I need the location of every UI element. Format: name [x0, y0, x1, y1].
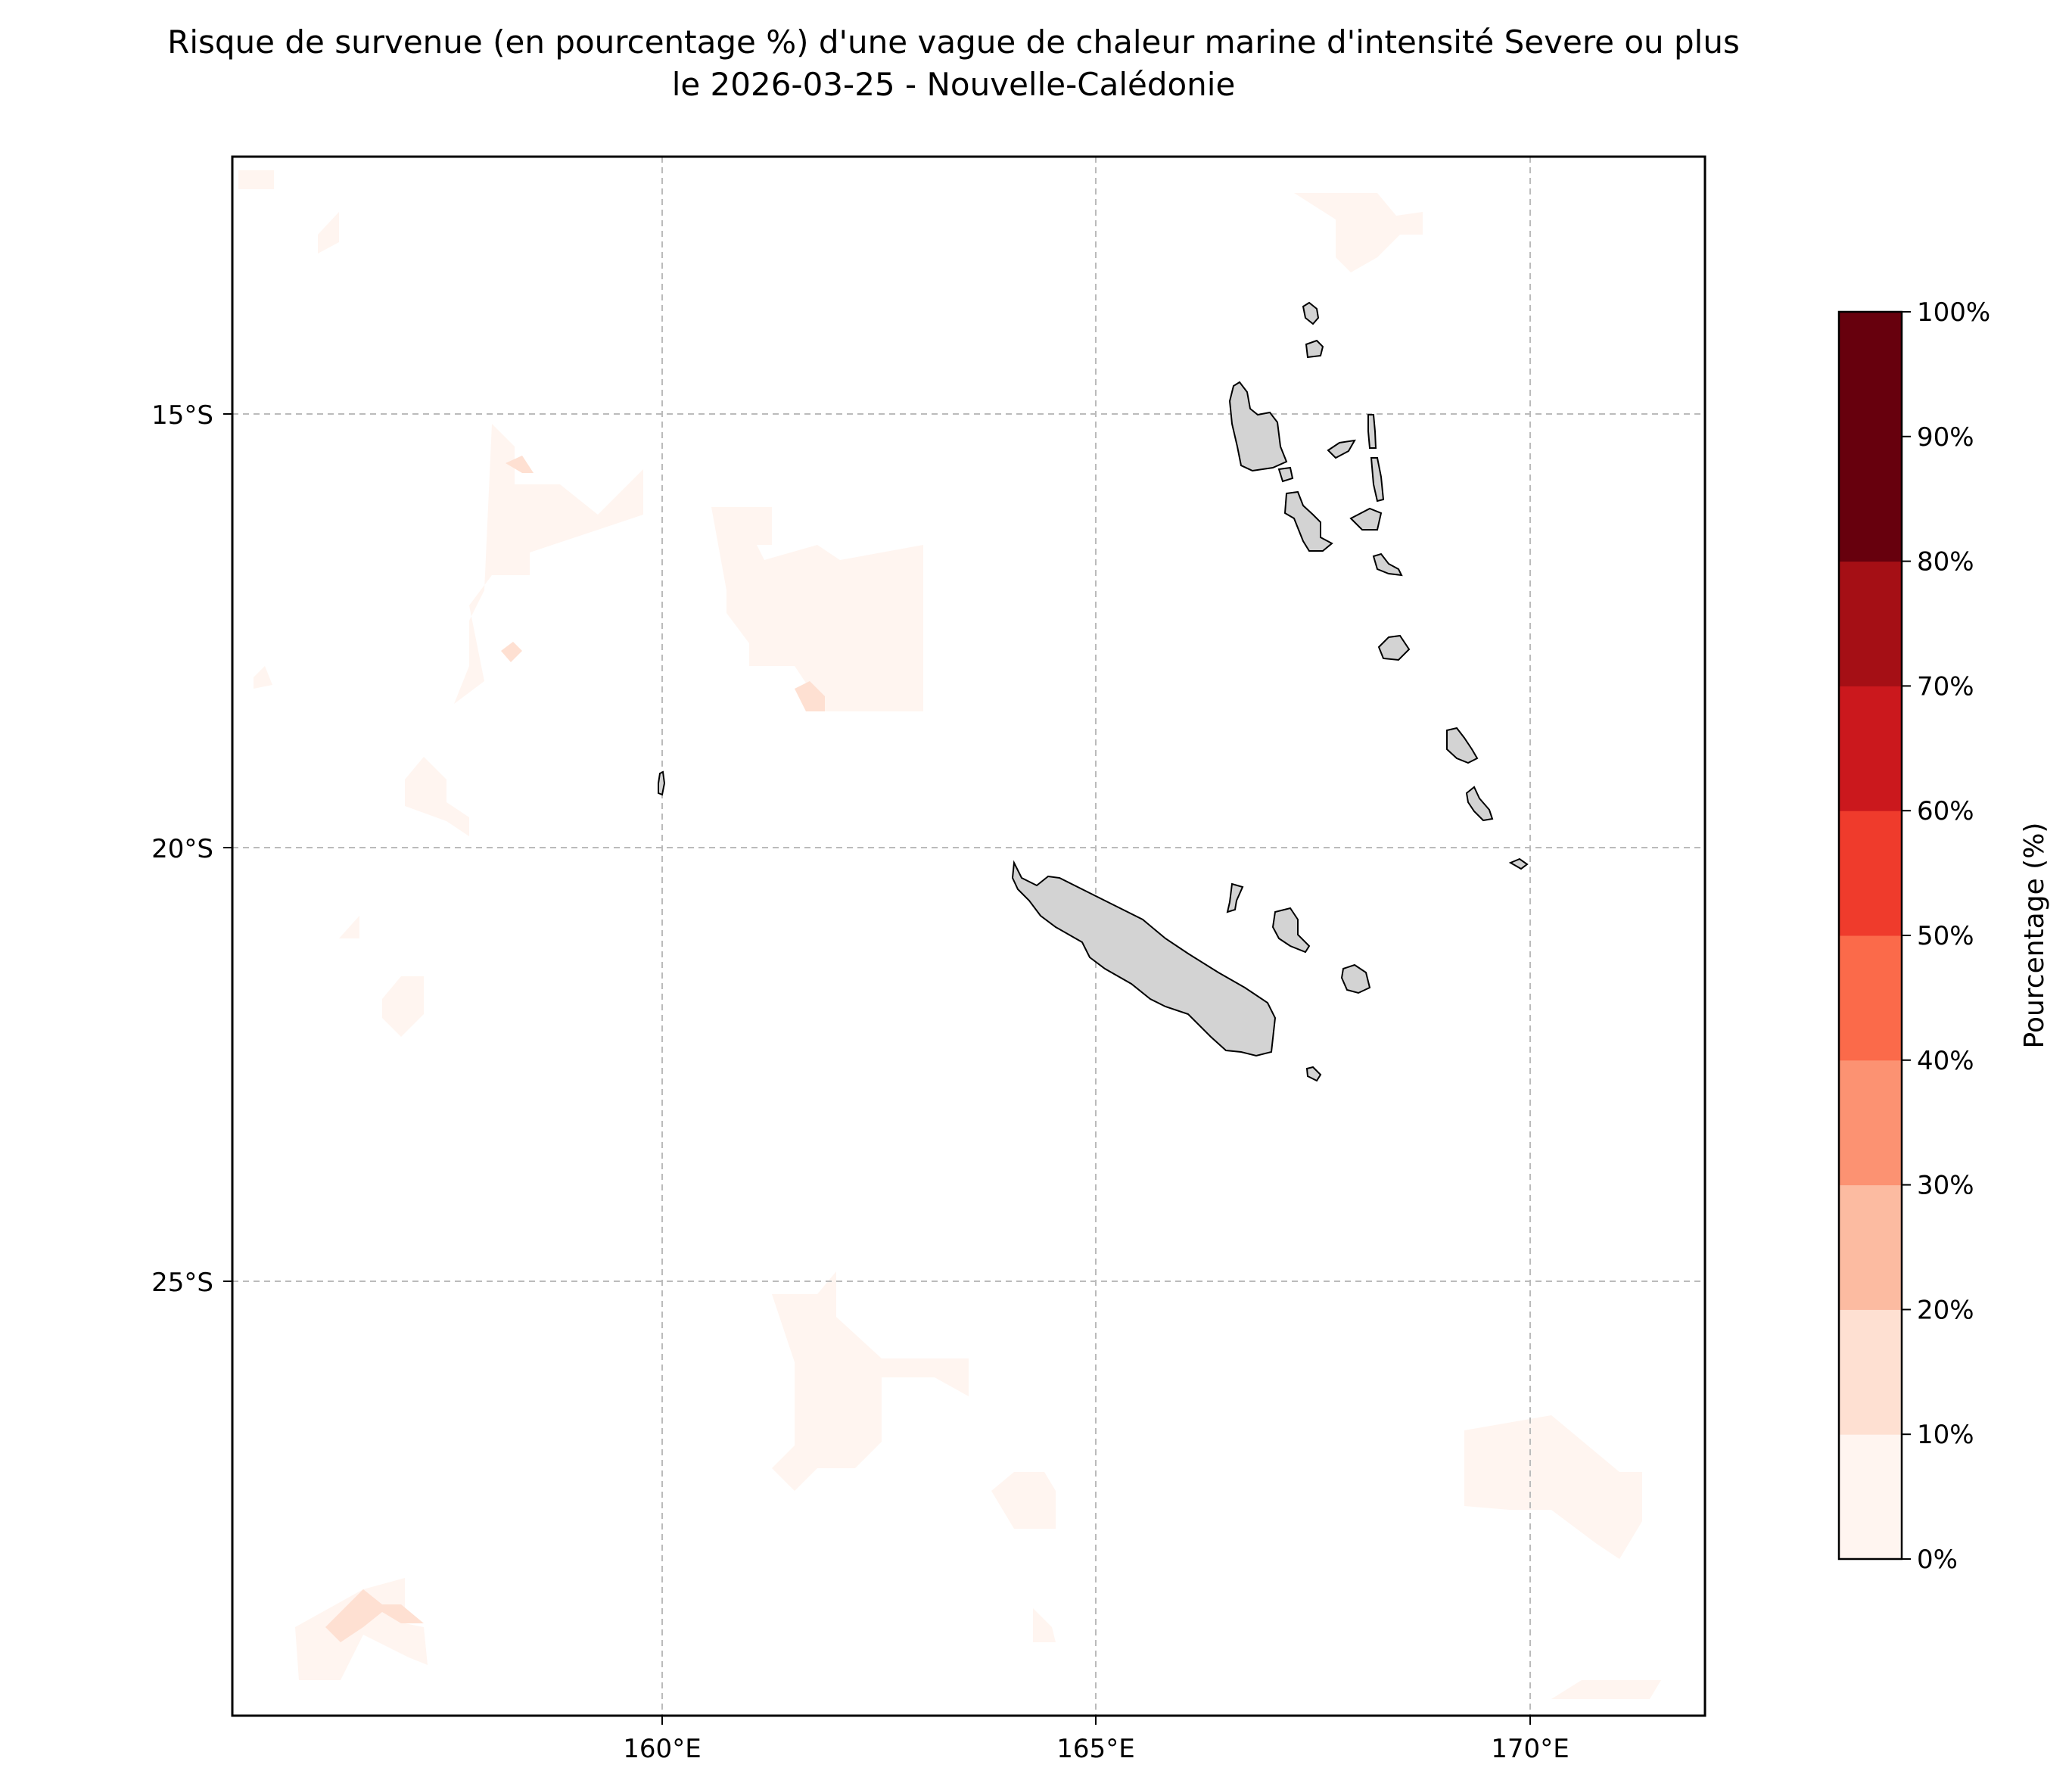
risk-patch [254, 666, 272, 689]
colorbar-tick-label: 80% [1917, 547, 1974, 577]
risk-patch [501, 642, 522, 662]
vanuatu-aneityum [1508, 857, 1529, 870]
ile-des-pins [1305, 1066, 1322, 1082]
lon-tick-label-165: 165°E [1056, 1734, 1134, 1764]
lat-axis: 15°S 20°S 25°S [151, 400, 232, 1298]
torres-islands [1302, 301, 1320, 325]
colorbar-label: Pourcentage (%) [2019, 823, 2050, 1049]
vanuatu-ambae [1327, 439, 1356, 459]
risk-patch [1551, 1680, 1661, 1699]
risk-patches-low [238, 170, 1661, 1699]
map-area [231, 155, 1706, 1717]
lat-tick-label-20s: 20°S [151, 834, 213, 864]
colorbar-bands [1839, 312, 1902, 1560]
lat-tick-label-15s: 15°S [151, 400, 213, 431]
colorbar-band [1839, 811, 1902, 936]
risk-patch [405, 757, 469, 836]
risk-patch [991, 1472, 1056, 1529]
colorbar-tick-label: 100% [1917, 297, 1990, 328]
title-line-1: Risque de survenue (en pourcentage %) d'… [167, 23, 1740, 61]
colorbar-tick-label: 20% [1917, 1295, 1974, 1325]
risk-patch [1294, 193, 1423, 272]
lon-tick-label-160: 160°E [623, 1734, 701, 1764]
risk-patch [238, 170, 274, 189]
risk-patch [772, 1271, 969, 1491]
vanuatu-efate [1377, 634, 1411, 661]
colorbar-tick-label: 70% [1917, 671, 1974, 702]
colorbar-band [1839, 1309, 1902, 1435]
colorbar-band [1839, 686, 1902, 811]
vanuatu-malekula [1283, 490, 1333, 552]
colorbar-tick-label: 90% [1917, 422, 1974, 453]
colorbar-band [1839, 436, 1902, 562]
chesterfield-islands [658, 770, 666, 796]
vanuatu-ambrym [1349, 507, 1383, 531]
colorbar-tick-label: 60% [1917, 796, 1974, 826]
risk-patch [1464, 1415, 1642, 1559]
vanuatu-erromango [1446, 727, 1479, 764]
colorbar-band [1839, 561, 1902, 686]
new-caledonia-grande-terre [1011, 860, 1277, 1057]
risk-patch [454, 424, 643, 704]
risk-patch [295, 1578, 428, 1680]
mare [1340, 963, 1371, 994]
colorbar: 0% 10% 20% 30% 40% 50% 60% 70% 80% 90% 100% Pource… [1837, 297, 2050, 1575]
vanuatu-pentecost [1370, 457, 1385, 503]
colorbar-band [1839, 1184, 1902, 1310]
title-line-2: le 2026-03-25 - Nouvelle-Calédonie [671, 66, 1236, 103]
risk-patch [318, 212, 339, 254]
risk-patch [325, 1589, 424, 1642]
colorbar-band [1839, 1060, 1902, 1186]
colorbar-tick-label: 0% [1917, 1545, 1958, 1575]
vanuatu-tanna [1465, 786, 1494, 822]
lon-tick-label-170: 170°E [1491, 1734, 1569, 1764]
risk-patch [795, 681, 825, 711]
colorbar-tick-label: 50% [1917, 921, 1974, 951]
land-masses [658, 301, 1529, 1082]
vanuatu-epi [1372, 552, 1403, 577]
ocean-background [232, 157, 1705, 1716]
lat-tick-label-25s: 25°S [151, 1268, 213, 1298]
colorbar-band [1839, 1434, 1902, 1560]
risk-patches-medium [325, 456, 825, 1642]
lifou [1271, 907, 1311, 954]
risk-patch [382, 976, 424, 1037]
vanuatu-espiritu-santo [1228, 381, 1288, 472]
map-frame [231, 155, 1706, 1717]
ouvea [1226, 882, 1244, 913]
banks-islands [1305, 339, 1324, 359]
risk-patch [711, 507, 923, 711]
risk-patch [339, 916, 359, 938]
colorbar-band [1839, 935, 1902, 1061]
colorbar-ticks: 0% 10% 20% 30% 40% 50% 60% 70% 80% 90% 100% [1902, 297, 1990, 1575]
map-title: Risque de survenue (en pourcentage %) d'… [0, 21, 1907, 106]
colorbar-band [1839, 312, 1902, 437]
lon-axis: 160°E 165°E 170°E [623, 1716, 1570, 1764]
colorbar-tick-label: 10% [1917, 1420, 1974, 1450]
colorbar-tick-label: 30% [1917, 1171, 1974, 1201]
vanuatu-maewo [1367, 414, 1377, 449]
colorbar-tick-label: 40% [1917, 1046, 1974, 1076]
vanuatu-malo [1277, 466, 1294, 483]
risk-patch [1033, 1608, 1056, 1642]
risk-patch [506, 456, 534, 473]
